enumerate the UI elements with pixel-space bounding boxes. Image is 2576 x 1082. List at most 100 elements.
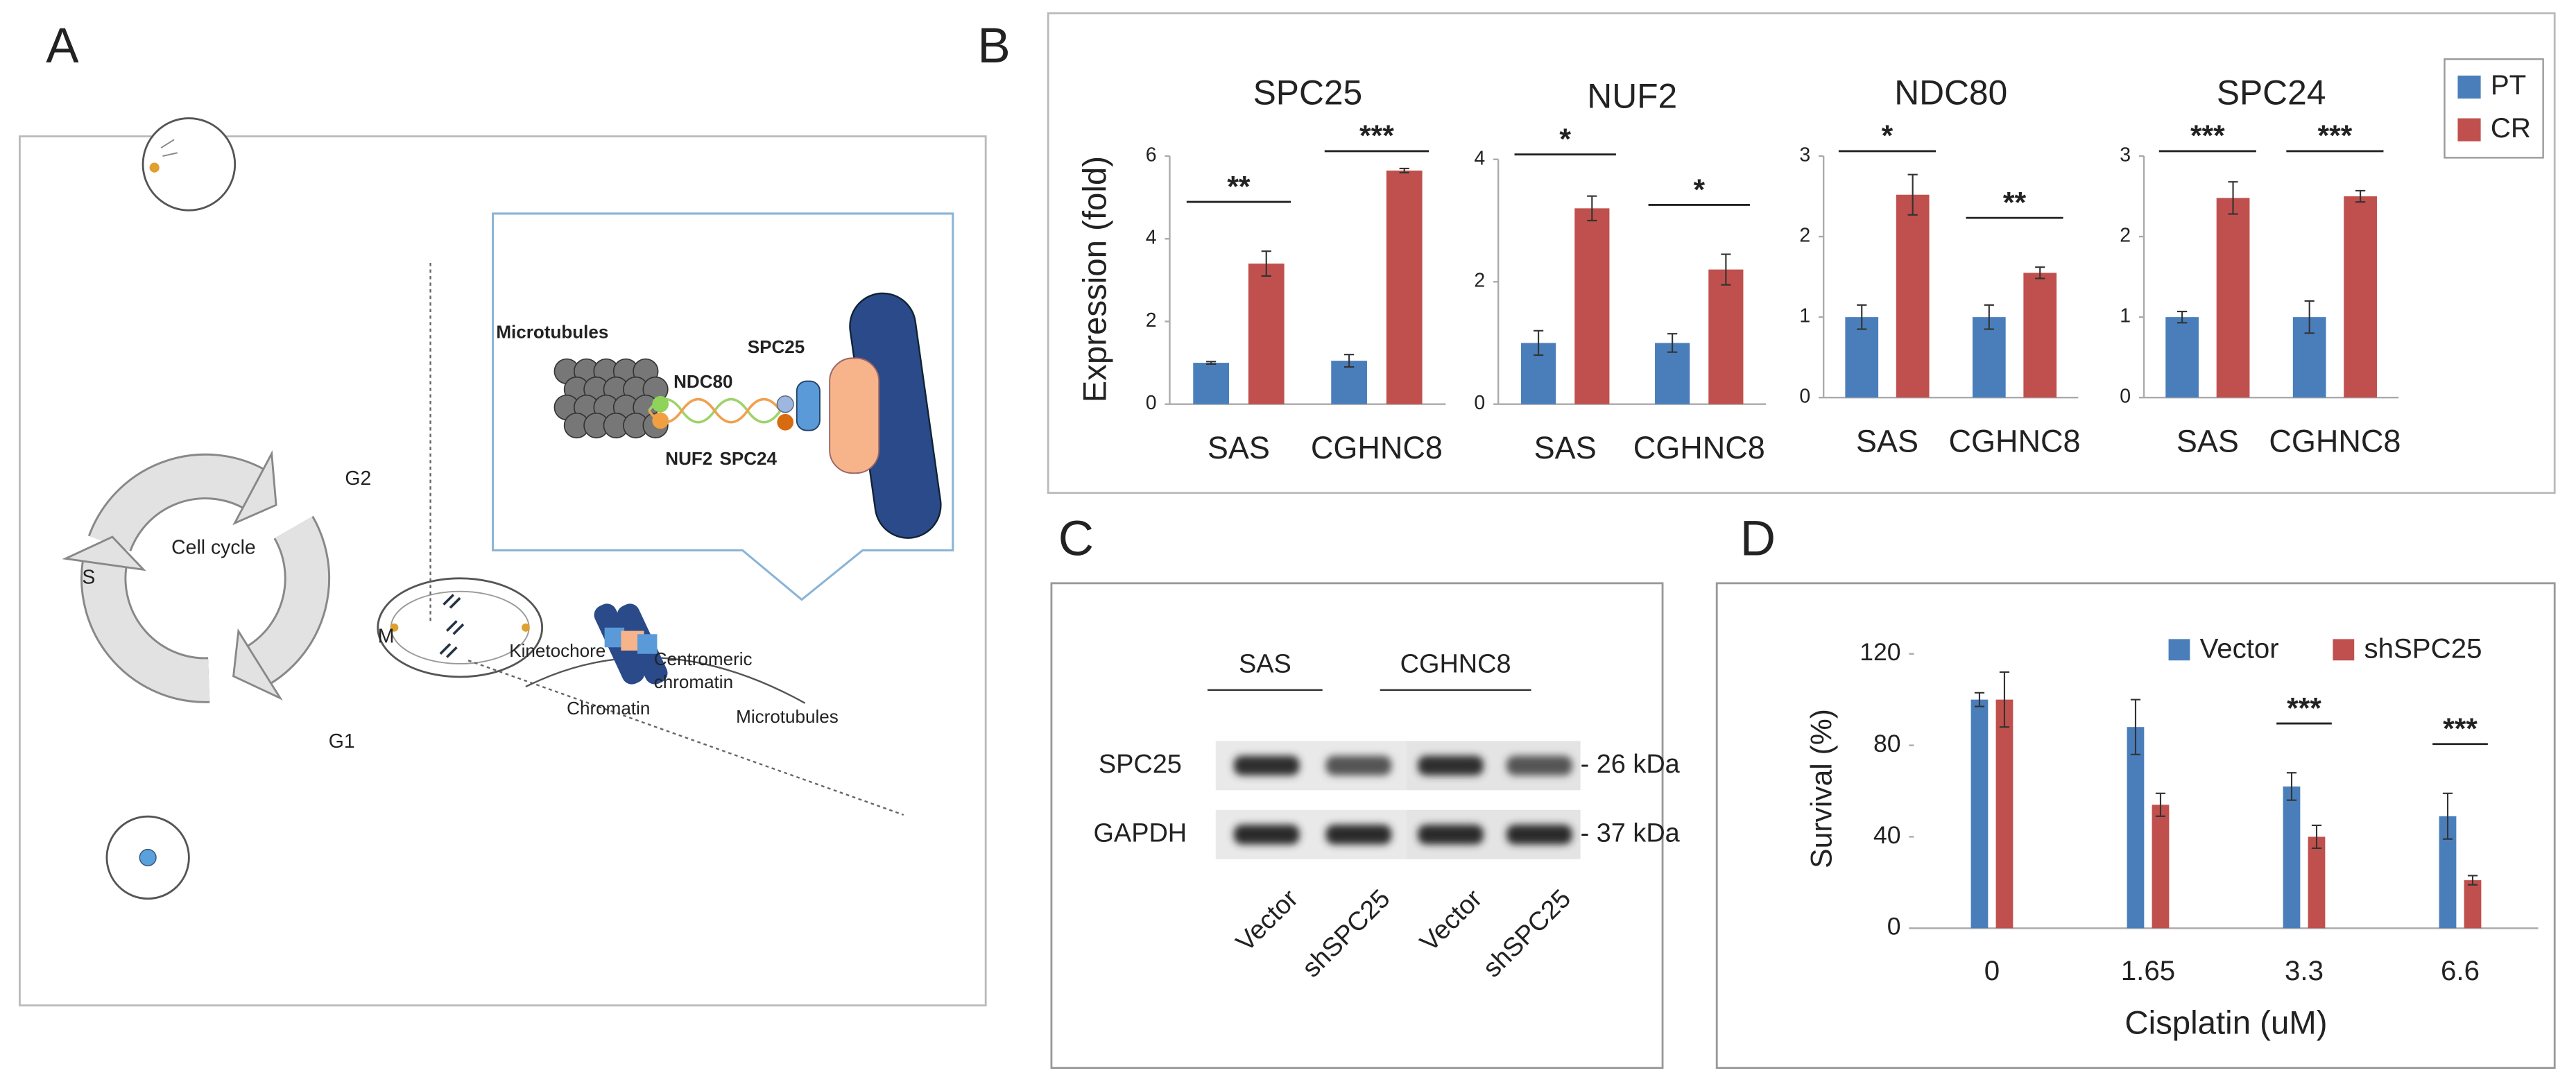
error-bar — [1999, 671, 2010, 728]
centrosome — [522, 623, 530, 632]
error-bar — [2311, 824, 2322, 849]
chromosomes — [439, 594, 465, 658]
x-tick-label: SAS — [1208, 430, 1270, 465]
bar — [2127, 727, 2145, 929]
diagram-label: Chromatin — [567, 698, 650, 719]
error-bar — [2130, 698, 2141, 755]
blot-band — [1233, 825, 1300, 845]
bar — [2023, 273, 2057, 398]
blot-size: - 26 kDa — [1581, 750, 1681, 779]
cycle-arrowhead — [232, 628, 283, 701]
y-tick-label: 4 — [1146, 227, 1157, 249]
y-tick-label: 0 — [2120, 386, 2131, 408]
legend-label: CR — [2491, 112, 2531, 144]
bar — [1193, 363, 1230, 404]
error-bar — [2304, 300, 2315, 334]
error-bar — [1587, 195, 1597, 222]
y-tick-label: 3 — [2120, 144, 2131, 166]
error-bar — [2155, 792, 2166, 817]
callout — [492, 212, 954, 601]
error-bar — [2228, 181, 2238, 215]
x-tick-label: 6.6 — [2441, 955, 2480, 986]
diagram-label: Microtubules — [736, 706, 839, 727]
y-axis-label: Survival (%) — [1805, 709, 1838, 868]
error-bar — [1907, 173, 1918, 216]
bar — [1708, 269, 1744, 404]
y-tick-label: 0 — [1474, 392, 1485, 414]
x-tick-label: SAS — [1534, 430, 1597, 465]
cycle-arrow — [89, 455, 264, 551]
bar — [1896, 194, 1930, 398]
diagram-label: chromatin — [654, 671, 733, 692]
x-axis-label: Cisplatin (uM) — [2124, 1005, 2327, 1042]
chart-title: SPC24 — [2217, 74, 2326, 112]
y-tick-label: 0 — [1799, 386, 1810, 408]
legend-label: shSPC25 — [2364, 633, 2482, 664]
legend-swatch — [2333, 639, 2355, 661]
nuf2-fiber — [648, 398, 782, 424]
blot-group: CGHNC8 — [1400, 649, 1511, 678]
panel-b-frame — [1047, 12, 2556, 495]
legend-label: Vector — [2200, 633, 2279, 664]
bar — [1845, 317, 1879, 398]
error-bar — [1261, 250, 1271, 277]
cycle-arrow — [83, 561, 210, 701]
bar — [2152, 805, 2170, 929]
blot-band — [1325, 755, 1392, 776]
x-tick-label: SAS — [2176, 423, 2239, 458]
significance-label: *** — [2287, 692, 2321, 725]
y-tick-label: 4 — [1474, 147, 1485, 169]
blot-group: SAS — [1239, 649, 1291, 678]
blot-band — [1233, 755, 1300, 776]
diagram-label: G1 — [329, 730, 355, 753]
centrosome — [390, 623, 399, 632]
kinetochore — [637, 634, 658, 654]
x-tick-label: 1.65 — [2121, 955, 2175, 986]
blot-band — [1418, 825, 1484, 845]
blot-row-label: GAPDH — [1093, 818, 1187, 848]
nuf2-head — [652, 412, 669, 429]
bar — [1972, 317, 2006, 398]
diagram-label: SPC25 — [748, 336, 805, 357]
bar — [1655, 343, 1690, 404]
blot-band — [1325, 825, 1392, 845]
error-bar — [2467, 875, 2478, 886]
panel-label: D — [1740, 511, 1776, 566]
legend-label: PT — [2491, 69, 2526, 101]
y-tick-label: 0 — [1887, 913, 1901, 941]
zoom-line — [467, 660, 904, 816]
panel-label: A — [46, 19, 79, 74]
chart-title: SPC25 — [1253, 74, 1363, 112]
error-bar — [1857, 304, 1867, 330]
x-tick-label: 0 — [1984, 955, 2000, 986]
significance-label: ** — [2003, 186, 2027, 219]
y-tick-label: 80 — [1873, 730, 1901, 757]
cycle-arrow — [248, 517, 329, 682]
bar — [1970, 699, 1989, 929]
diagram-label: Centromeric — [654, 649, 753, 669]
x-tick-label: SAS — [1856, 423, 1918, 458]
y-tick-label: 2 — [2120, 225, 2131, 247]
error-bar — [1974, 692, 1985, 707]
x-tick-label: CGHNC8 — [1633, 430, 1765, 465]
ndc80-head — [652, 395, 669, 413]
blot-size: - 37 kDa — [1581, 818, 1681, 848]
y-tick-label: 2 — [1474, 270, 1485, 292]
significance-label: *** — [2190, 119, 2225, 153]
chart-title: NDC80 — [1894, 74, 2007, 112]
centromeric-chromatin — [829, 357, 880, 474]
error-bar — [2355, 189, 2366, 203]
x-tick-label: 3.3 — [2285, 955, 2324, 986]
blot-band — [1506, 825, 1572, 845]
bar — [2283, 786, 2301, 929]
error-bar — [1399, 167, 1409, 173]
blot-row-label: SPC25 — [1099, 750, 1182, 779]
legend-swatch — [2457, 118, 2481, 141]
bar — [1574, 208, 1610, 404]
x-tick-label: CGHNC8 — [1311, 430, 1443, 465]
kinetochore-part — [796, 380, 821, 431]
error-bar — [1984, 304, 1994, 330]
y-tick-label: 120 — [1860, 638, 1900, 666]
error-bar — [2442, 792, 2453, 840]
significance-label: * — [1693, 173, 1705, 207]
